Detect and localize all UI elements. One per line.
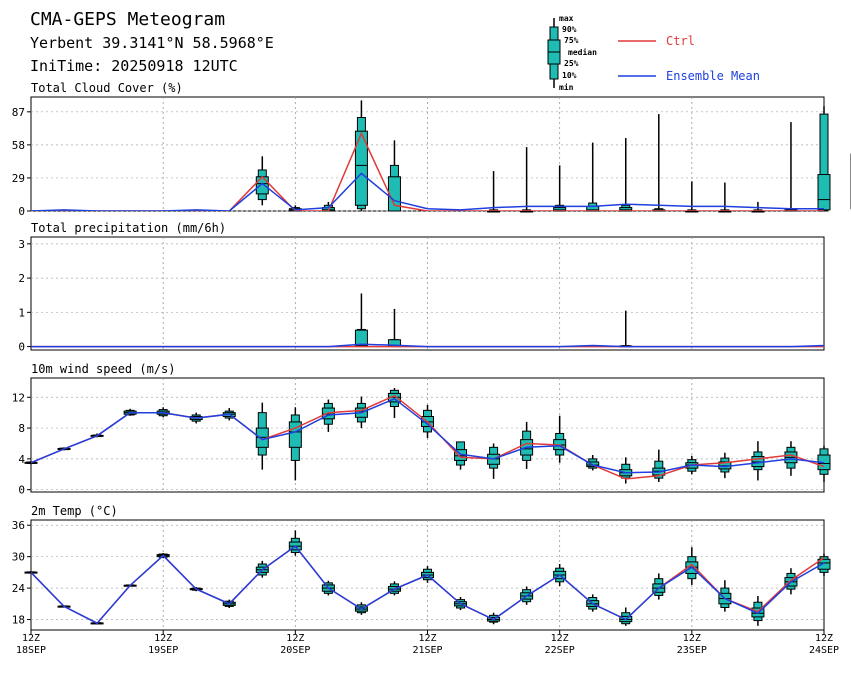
panel-title: Total Cloud Cover (%)	[31, 81, 183, 95]
y-tick-label: 0	[18, 484, 25, 497]
y-tick-label: 3	[18, 238, 25, 251]
legend-ctrl-label: Ctrl	[666, 34, 695, 48]
x-tick-label-top: 12Z	[815, 633, 833, 644]
panel-title: 10m wind speed (m/s)	[31, 362, 176, 376]
panel-title: 2m Temp (°C)	[31, 504, 118, 518]
ensemble-box	[255, 156, 269, 206]
ensemble-box	[520, 147, 534, 213]
ensemble-box	[652, 114, 666, 212]
ensemble-box	[24, 461, 38, 465]
ensemble-box	[718, 182, 732, 213]
y-tick-label: 18	[12, 614, 25, 627]
ensemble-box	[255, 402, 269, 470]
ensemble-box	[553, 165, 567, 212]
y-tick-label: 87	[12, 106, 25, 119]
x-tick-label-top: 12Z	[22, 633, 40, 644]
box-inner	[354, 130, 368, 206]
y-tick-label: 30	[12, 551, 25, 564]
x-tick-label-bottom: 22SEP	[545, 645, 575, 656]
ensemble-box	[619, 607, 633, 626]
y-tick-label: 58	[12, 139, 25, 152]
x-tick-label-bottom: 18SEP	[16, 645, 46, 656]
panel-title: Total precipitation (mm/6h)	[31, 221, 226, 235]
x-tick-label-top: 12Z	[551, 633, 569, 644]
ensemble-box	[553, 415, 567, 463]
y-tick-label: 24	[12, 582, 26, 595]
panels: Total Cloud Cover (%) 0 29 58 87 Total precip…	[12, 81, 851, 631]
ensemble-box	[619, 310, 633, 348]
ensemble-box	[817, 445, 831, 482]
ensemble-box	[354, 100, 368, 211]
ensemble-box	[685, 547, 699, 585]
legend-mean-label: Ensemble Mean	[666, 69, 760, 83]
panel-0: Total Cloud Cover (%) 0 29 58 87	[12, 81, 851, 218]
ensemble-mean-line	[31, 172, 824, 211]
ensemble-box	[586, 142, 600, 212]
legend-label-min: min	[559, 82, 574, 92]
x-tick-label-top: 12Z	[286, 633, 304, 644]
ensemble-box	[288, 407, 302, 481]
y-tick-label: 29	[12, 172, 25, 185]
ensemble-box	[487, 443, 501, 479]
ensemble-box	[387, 140, 401, 212]
ensemble-box	[487, 612, 501, 625]
init-time-text: IniTime: 20250918 12UTC	[30, 57, 238, 75]
legend-label-median: median	[568, 47, 597, 57]
box-inner	[817, 174, 831, 211]
x-tick-label-top: 12Z	[154, 633, 172, 644]
ensemble-box	[718, 580, 732, 612]
x-tick-label-bottom: 20SEP	[280, 645, 310, 656]
legend-label-p90: 90%	[562, 25, 577, 34]
x-tick-label-bottom: 24SEP	[809, 645, 839, 656]
box-inner	[288, 421, 302, 448]
ensemble-box	[387, 388, 401, 419]
panel-2: 10m wind speed (m/s) 0 4 8 12	[12, 362, 831, 497]
ensemble-box	[619, 138, 633, 212]
ensemble-box	[487, 171, 501, 213]
box-inner	[817, 558, 831, 570]
x-tick-label-bottom: 23SEP	[677, 645, 707, 656]
ensemble-box	[817, 106, 831, 212]
ensemble-box	[354, 293, 368, 348]
ensemble-box	[784, 441, 798, 476]
ensemble-mean-line	[31, 545, 824, 625]
ensemble-box	[751, 441, 765, 481]
y-tick-label: 12	[12, 391, 25, 404]
legend-label-p75: 75%	[564, 36, 579, 45]
ensemble-box	[784, 122, 798, 212]
ensemble-box	[685, 181, 699, 213]
panel-3: 2m Temp (°C) 18 24 30 36	[12, 504, 831, 631]
legend-label-p25: 25%	[564, 59, 579, 68]
chart-title: CMA-GEPS Meteogram	[30, 9, 225, 30]
x-tick-label-top: 12Z	[683, 633, 701, 644]
ensemble-box	[652, 449, 666, 482]
x-tick-label-bottom: 19SEP	[148, 645, 178, 656]
x-axis: 12Z18SEP12Z19SEP12Z20SEP12Z21SEP12Z22SEP…	[16, 630, 839, 656]
ensemble-mean-line	[31, 343, 824, 348]
x-tick-label-top: 12Z	[418, 633, 436, 644]
ensemble-box	[652, 573, 666, 600]
legend: max 90% 75% median 25% 10% min Ctrl Ense…	[547, 14, 760, 92]
y-tick-label: 36	[12, 519, 25, 532]
ensemble-box	[454, 441, 468, 470]
y-tick-label: 1	[18, 306, 25, 319]
y-tick-label: 8	[18, 422, 25, 435]
ensemble-box	[387, 308, 401, 348]
panel-1: Total precipitation (mm/6h) 0 1 2 3	[18, 221, 825, 354]
y-tick-label: 0	[18, 341, 25, 354]
legend-label-p10: 10%	[562, 71, 577, 80]
y-tick-label: 2	[18, 272, 25, 285]
ensemble-mean-line	[31, 397, 824, 474]
box-inner	[255, 176, 269, 195]
y-tick-label: 0	[18, 205, 25, 218]
legend-label-max: max	[559, 14, 574, 23]
x-tick-label-bottom: 21SEP	[412, 645, 442, 656]
y-tick-label: 4	[18, 453, 25, 466]
location-text: Yerbent 39.3141°N 58.5968°E	[30, 34, 274, 52]
